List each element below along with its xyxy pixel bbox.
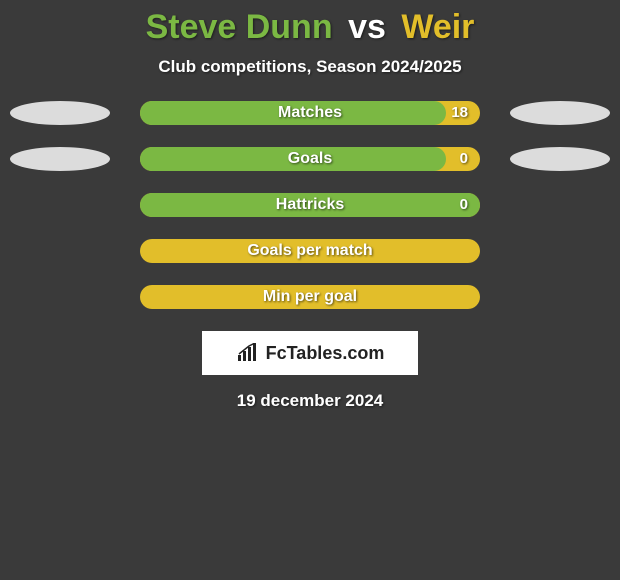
player2-name: Weir: [401, 8, 474, 46]
stat-label: Goals per match: [247, 239, 372, 263]
stat-label: Goals: [288, 147, 332, 171]
placeholder-ellipse-right: [510, 101, 610, 125]
bar-track: Hattricks 0: [140, 193, 480, 217]
logo-text: FcTables.com: [266, 343, 385, 364]
vs-text: vs: [348, 8, 386, 46]
bar-track: Goals 0: [140, 147, 480, 171]
stat-row: Matches 18: [0, 101, 620, 125]
placeholder-ellipse-left: [10, 147, 110, 171]
bar-track: Goals per match: [140, 239, 480, 263]
logo: FcTables.com: [236, 343, 385, 364]
stat-value: 18: [451, 101, 468, 125]
stat-row: Goals per match: [0, 239, 620, 263]
stat-row: Min per goal: [0, 285, 620, 309]
stat-row: Hattricks 0: [0, 193, 620, 217]
placeholder-ellipse-right: [510, 147, 610, 171]
logo-box: FcTables.com: [202, 331, 418, 375]
stat-label: Min per goal: [263, 285, 357, 309]
stats-card: Steve Dunn vs Weir Club competitions, Se…: [0, 0, 620, 411]
logo-chart-icon: [236, 343, 262, 363]
stat-label: Hattricks: [276, 193, 344, 217]
stat-label: Matches: [278, 101, 342, 125]
player1-name: Steve Dunn: [146, 8, 333, 46]
bar-track: Min per goal: [140, 285, 480, 309]
placeholder-ellipse-left: [10, 101, 110, 125]
bar-track: Matches 18: [140, 101, 480, 125]
date-text: 19 december 2024: [0, 391, 620, 411]
subtitle: Club competitions, Season 2024/2025: [0, 57, 620, 77]
stat-value: 0: [460, 147, 468, 171]
title: Steve Dunn vs Weir: [0, 8, 620, 47]
stat-row: Goals 0: [0, 147, 620, 171]
stat-rows: Matches 18 Goals 0 Hattricks 0 Goals per match…: [0, 101, 620, 309]
stat-value: 0: [460, 193, 468, 217]
